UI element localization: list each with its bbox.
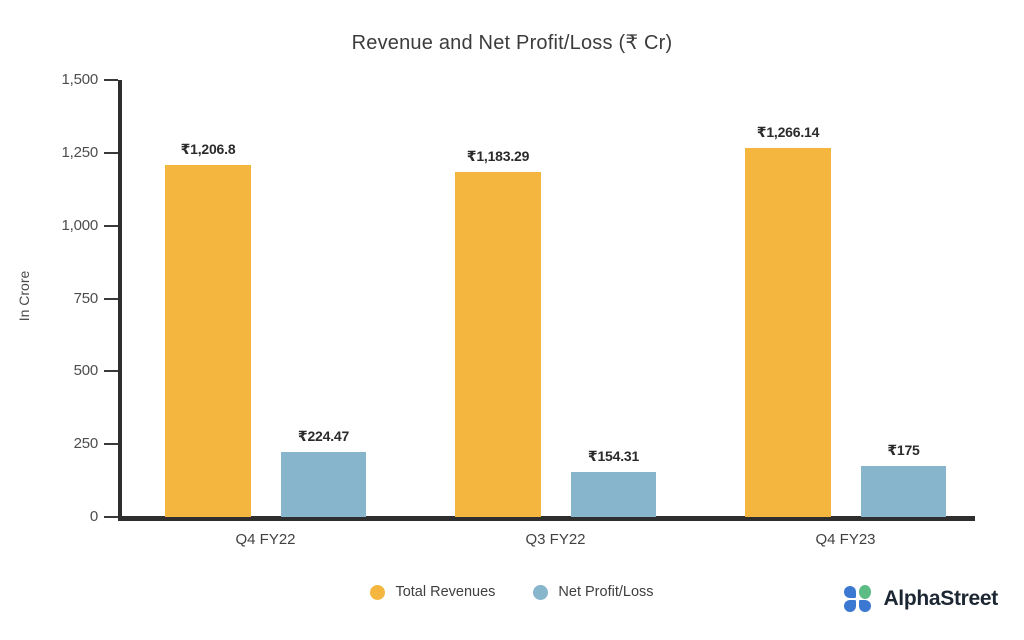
x-category-label: Q4 FY22: [235, 531, 296, 548]
y-tick-mark: [104, 151, 118, 154]
bar-total-revenues-q4-fy23: [745, 148, 831, 517]
bar-total-revenues-q3-fy22: [455, 172, 541, 517]
bar-value-label: ₹175: [887, 442, 920, 459]
y-axis-line: [118, 80, 122, 521]
bar-total-revenues-q4-fy22: [165, 165, 251, 517]
y-tick-mark: [104, 516, 118, 518]
y-tick-mark: [104, 443, 118, 446]
alphastreet-logo-icon: [844, 585, 872, 612]
legend-swatch-icon: [533, 584, 549, 600]
y-tick-label: 500: [73, 362, 99, 380]
y-tick-mark: [104, 370, 118, 373]
bar-net-profit-loss-q4-fy22: [281, 451, 366, 517]
logo-petal-top-right: [859, 585, 872, 599]
y-tick-label: 250: [73, 435, 99, 453]
brand-name: AlphaStreet: [883, 586, 998, 610]
legend-item: Total Revenues: [370, 584, 495, 600]
brand-logo: AlphaStreet: [844, 585, 998, 612]
y-tick-mark: [104, 79, 118, 81]
y-tick-label: 1,500: [61, 71, 98, 88]
legend-label: Total Revenues: [395, 584, 496, 600]
x-category-label: Q3 FY22: [525, 531, 586, 548]
bar-value-label: ₹1,183.29: [466, 148, 530, 165]
legend-swatch-icon: [370, 584, 386, 600]
logo-petal-bottom-right: [859, 600, 872, 612]
bar-net-profit-loss-q3-fy22: [571, 472, 656, 517]
y-tick-mark: [104, 297, 118, 300]
y-tick-label: 1,250: [61, 143, 98, 161]
x-axis-line: [118, 516, 975, 521]
bar-value-label: ₹154.31: [587, 448, 640, 465]
bar-net-profit-loss-q4-fy23: [861, 466, 946, 517]
logo-petal-top-left: [844, 586, 857, 598]
legend-label: Net Profit/Loss: [558, 584, 654, 600]
legend: Total Revenues Net Profit/Loss: [0, 581, 1024, 603]
bar-value-label: ₹224.47: [297, 427, 350, 444]
y-tick-mark: [104, 224, 118, 227]
y-tick-label: 1,000: [61, 216, 98, 234]
logo-petal-bottom-left: [844, 600, 857, 612]
y-tick-label: 0: [89, 508, 98, 525]
legend-item: Net Profit/Loss: [533, 584, 654, 600]
bar-value-label: ₹1,266.14: [756, 124, 820, 141]
x-category-label: Q4 FY23: [815, 531, 876, 548]
chart-title: Revenue and Net Profit/Loss (₹ Cr): [351, 32, 673, 54]
y-tick-label: 750: [73, 289, 99, 307]
bar-value-label: ₹1,206.8: [180, 141, 236, 158]
